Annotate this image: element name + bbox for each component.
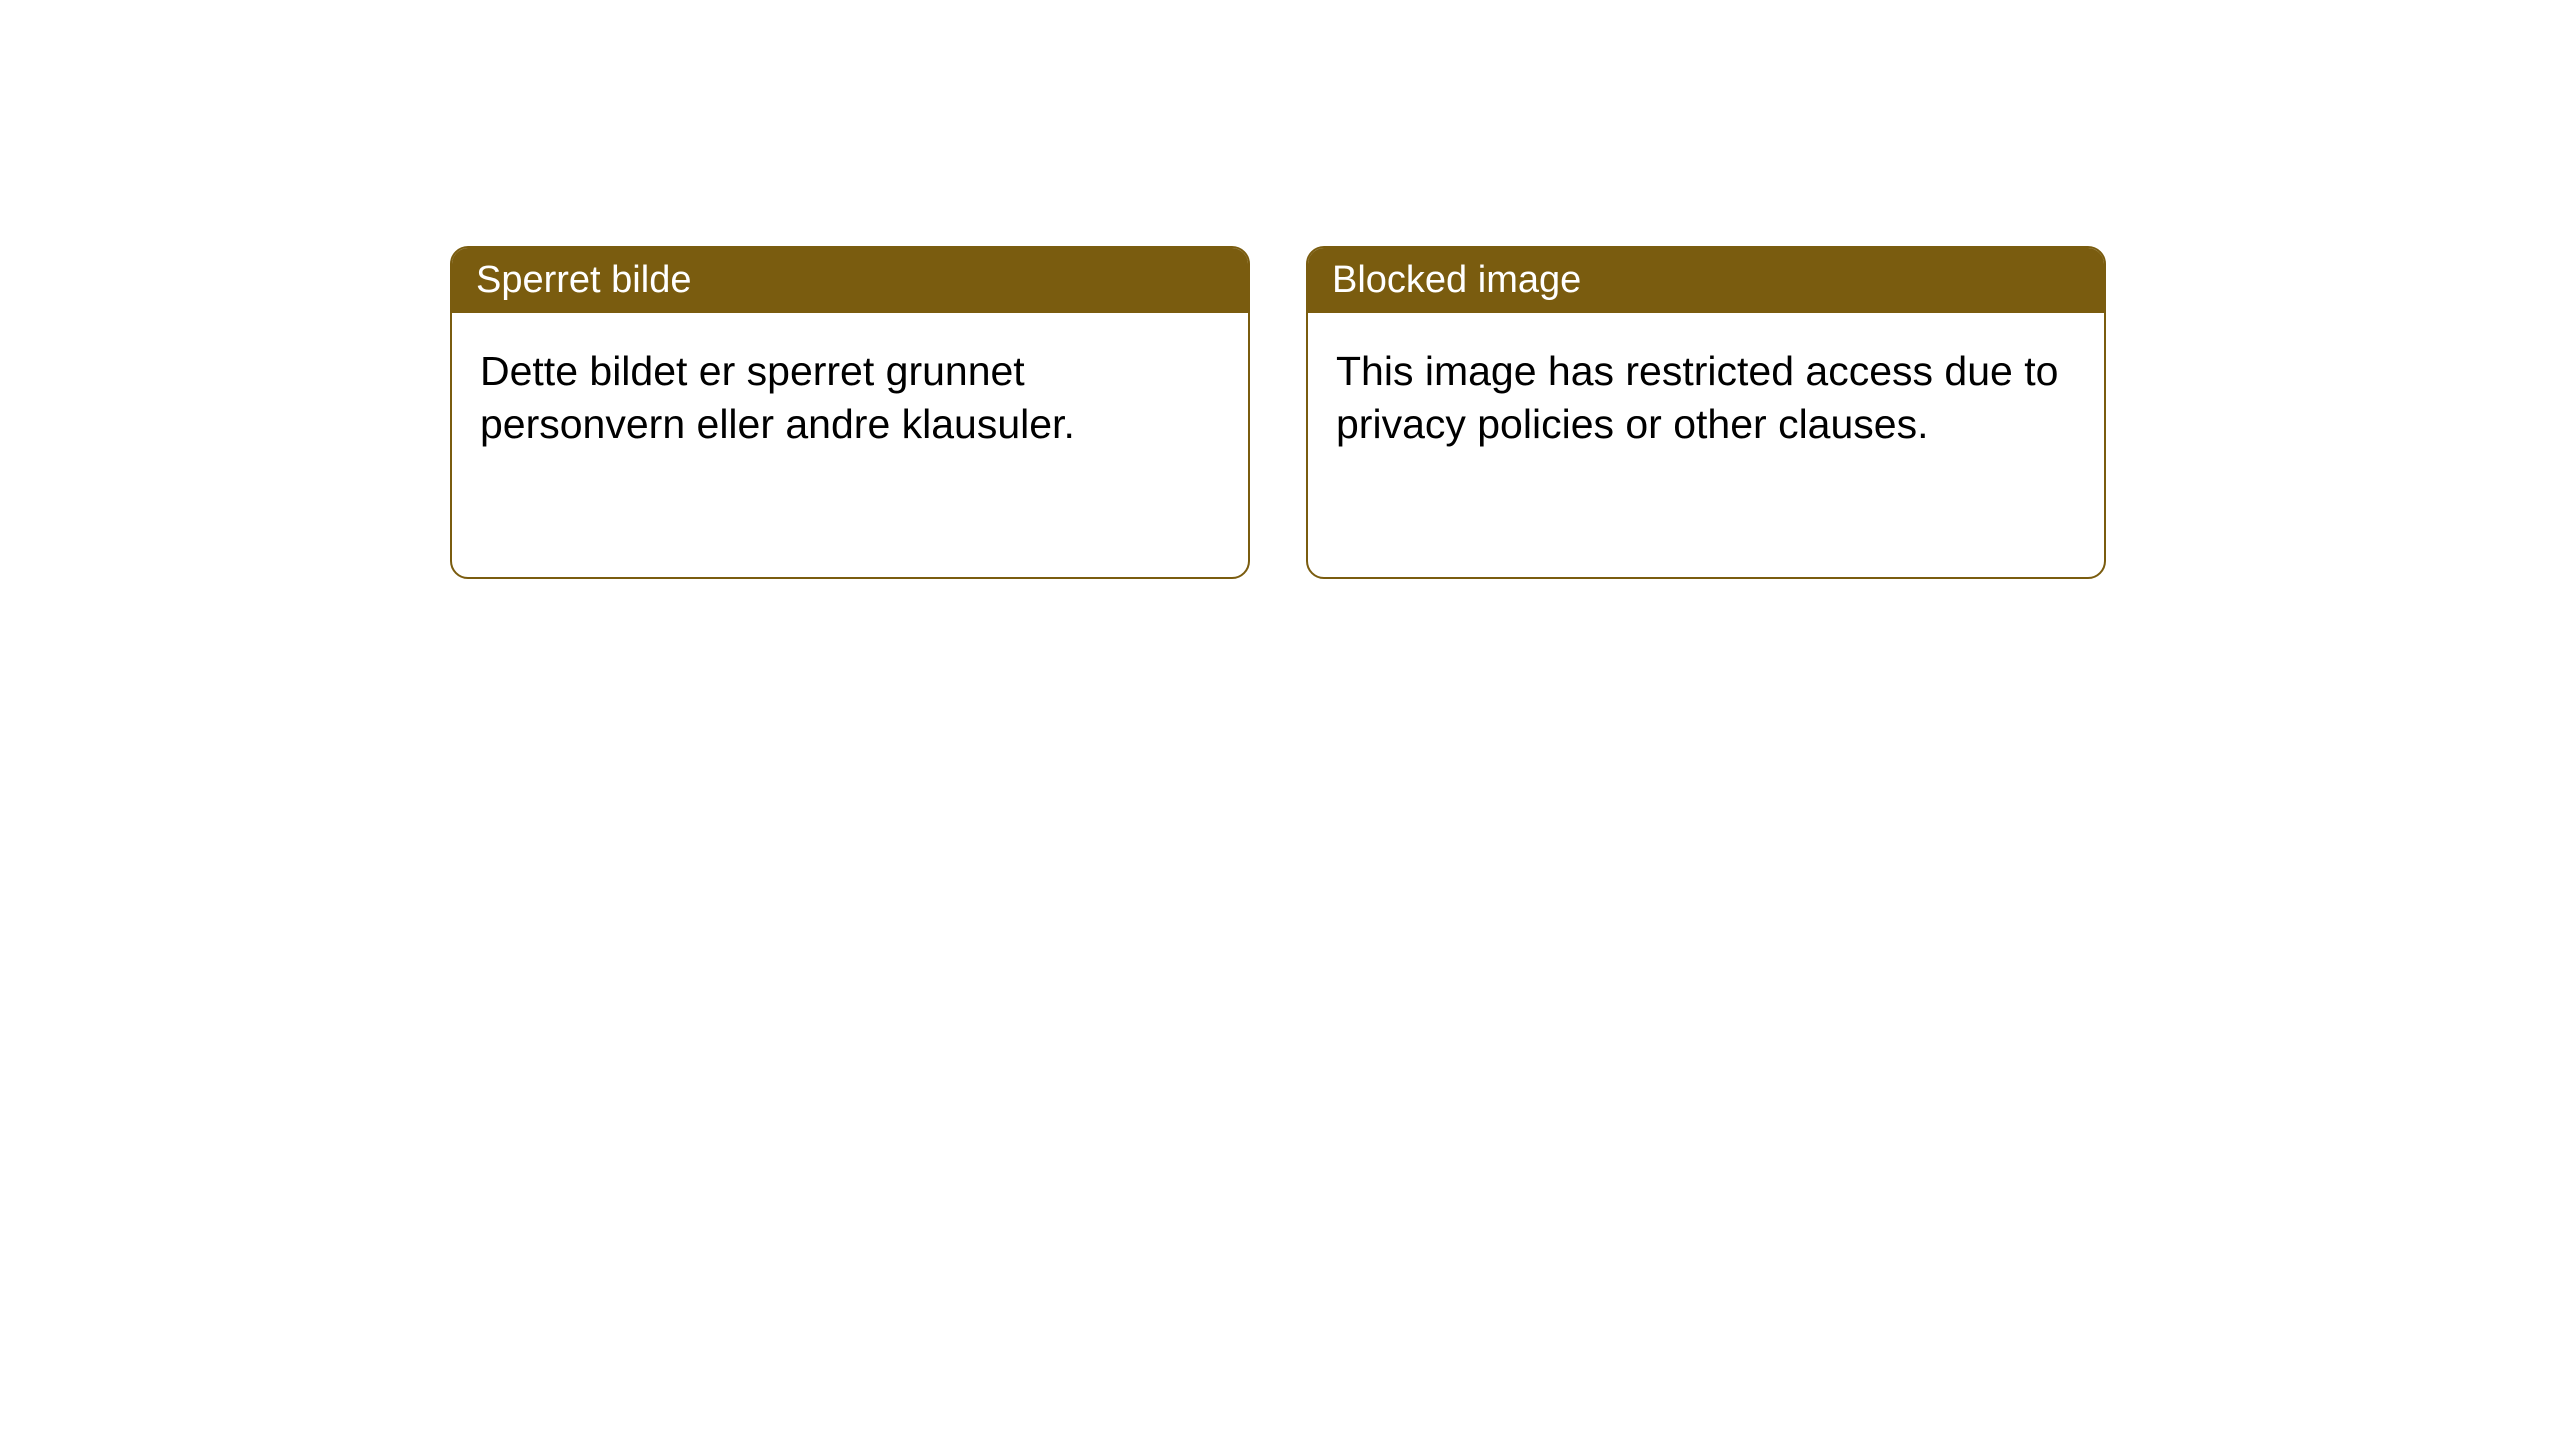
notices-container: Sperret bilde Dette bildet er sperret gr… [0, 0, 2560, 579]
notice-card-english: Blocked image This image has restricted … [1306, 246, 2106, 579]
notice-body: This image has restricted access due to … [1308, 313, 2104, 482]
notice-header: Blocked image [1308, 248, 2104, 313]
notice-header: Sperret bilde [452, 248, 1248, 313]
notice-body: Dette bildet er sperret grunnet personve… [452, 313, 1248, 482]
notice-card-norwegian: Sperret bilde Dette bildet er sperret gr… [450, 246, 1250, 579]
